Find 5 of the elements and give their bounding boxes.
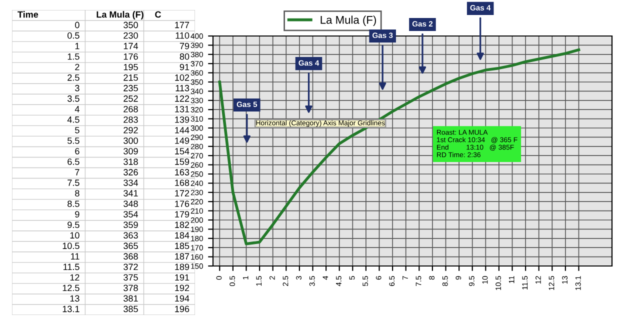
text: La Mula (F) 350 230 174 176 195 215 235 252 268 283 292 300 309 318 326 334 341 348 354 359 363 365 368 372 375 378 381 385: [96, 11, 144, 312]
legend-label: La Mula (F): [320, 16, 376, 26]
line-series: [218, 48, 580, 246]
text: Time 0 0.5 1 1.5 2 2.5 3 3.5 4 4.5 5 5.5 6 6.5 7 7.5 8 8.5 9 9.5 10 10.5 11 11.5 12 12.5 13 13.1: [18, 11, 80, 312]
text: C 177 110 79 80 91 102 113 122 131 139 144 149 154 159 163 168 172 176 179 182 184 185 187 189 191 192 194 196: [155, 11, 190, 312]
